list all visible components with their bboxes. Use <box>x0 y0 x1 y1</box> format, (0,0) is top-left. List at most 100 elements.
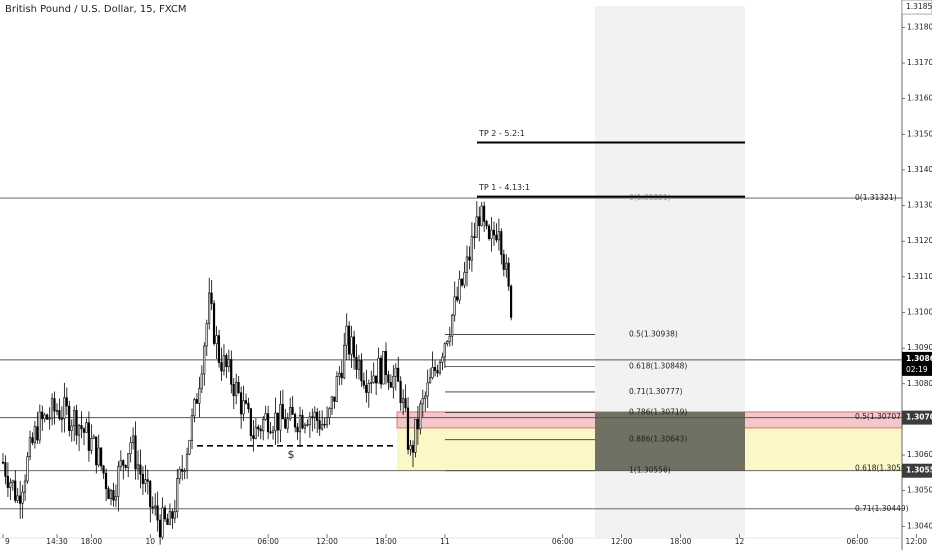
candle-body <box>419 403 422 430</box>
fib-level-label: 0.618(1.30848) <box>629 362 687 371</box>
time-tick-label: 18:00 <box>81 537 103 546</box>
fib-level-label: 1(1.30556) <box>629 466 671 475</box>
candle-body <box>458 278 461 301</box>
candle-body <box>237 381 240 393</box>
candle-body <box>4 462 7 477</box>
candle-body <box>193 399 196 417</box>
price-tick-label: 1.31857 <box>906 2 932 11</box>
price-marker-label: 1.30705 <box>906 413 932 422</box>
candle-body <box>87 422 90 451</box>
candle-body <box>200 373 203 389</box>
candle-body <box>205 323 208 347</box>
candle-body <box>55 409 59 412</box>
candle-body <box>70 425 73 431</box>
fib-level-label: 0.5(1.30938) <box>629 330 678 339</box>
time-tick-label: 06:00 <box>847 537 869 546</box>
candle-body <box>377 357 380 384</box>
candle-body <box>181 469 184 472</box>
candle-body <box>149 480 152 508</box>
candle-body <box>448 335 451 342</box>
candle-body <box>244 400 248 404</box>
candle-body <box>136 464 140 470</box>
candle-body <box>82 428 86 433</box>
candle-body <box>320 423 324 430</box>
candle-body <box>117 466 120 497</box>
candle-body <box>210 292 213 304</box>
candle-body <box>114 496 117 501</box>
current-price-label: 1.30867 <box>906 354 932 363</box>
candle-body <box>478 216 481 226</box>
candle-body <box>269 431 272 434</box>
candle-body <box>308 416 311 425</box>
candle-body <box>271 430 275 433</box>
candle-body <box>446 340 449 345</box>
candle-body <box>141 473 144 484</box>
fib-right-label: 0(1.31321) <box>855 193 897 202</box>
candle-body <box>281 404 284 420</box>
candles <box>1 201 513 545</box>
price-tick-box <box>901 0 932 15</box>
candle-body <box>414 418 417 453</box>
candle-body <box>75 410 78 436</box>
candle-body <box>318 420 321 430</box>
candle-body <box>507 262 510 287</box>
candle-body <box>505 262 508 270</box>
candle-body <box>293 414 297 428</box>
candle-body <box>392 376 395 388</box>
candle-body <box>323 423 326 426</box>
candle-body <box>465 256 468 273</box>
candle-body <box>50 398 54 419</box>
candle-body <box>355 356 358 370</box>
candle-body <box>9 482 12 488</box>
candle-body <box>421 398 424 405</box>
candle-body <box>333 396 336 402</box>
candle-body <box>183 470 186 473</box>
fib-right-label: 0.618(1.30562) <box>855 464 913 473</box>
candle-body <box>350 336 353 355</box>
price-tick-label: 1.31100 <box>907 272 932 281</box>
current-price-box <box>902 351 932 376</box>
candle-body <box>404 398 407 409</box>
candle-body <box>257 426 260 430</box>
candle-body <box>190 415 194 441</box>
candle-body <box>33 426 36 444</box>
price-tick-label: 1.30600 <box>907 450 932 459</box>
candle-body <box>306 424 309 426</box>
candle-body <box>144 479 147 484</box>
price-tick-label: 1.30500 <box>907 486 932 495</box>
candle-body <box>463 272 466 286</box>
candle-body <box>45 414 49 420</box>
candle-body <box>382 350 385 385</box>
candle-body <box>107 488 110 500</box>
candle-body <box>21 491 24 504</box>
candle-body <box>134 435 137 470</box>
candle-body <box>362 380 365 386</box>
candle-body <box>301 414 304 429</box>
candle-body <box>23 480 27 493</box>
candle-body <box>372 375 375 383</box>
candle-body <box>161 507 164 538</box>
candle-body <box>387 374 390 383</box>
fib-right-label: 0.5(1.30707) <box>855 412 904 421</box>
fib-level-label: 0.786(1.30719) <box>629 408 687 417</box>
candle-body <box>335 376 338 402</box>
countdown-label: 02:19 <box>906 365 928 374</box>
candle-body <box>401 398 405 404</box>
candle-body <box>431 367 434 379</box>
candle-body <box>495 234 498 241</box>
candle-body <box>264 413 267 420</box>
candle-body <box>85 422 88 433</box>
candle-body <box>129 442 132 455</box>
candle-body <box>1 461 4 464</box>
candle-body <box>399 381 402 404</box>
candle-body <box>347 325 351 355</box>
candle-body <box>16 495 19 501</box>
candle-body <box>158 519 162 538</box>
candle-body <box>48 417 51 420</box>
candle-body <box>406 407 410 450</box>
candle-body <box>468 256 471 261</box>
candle-body <box>279 404 282 431</box>
candle-body <box>185 453 189 472</box>
